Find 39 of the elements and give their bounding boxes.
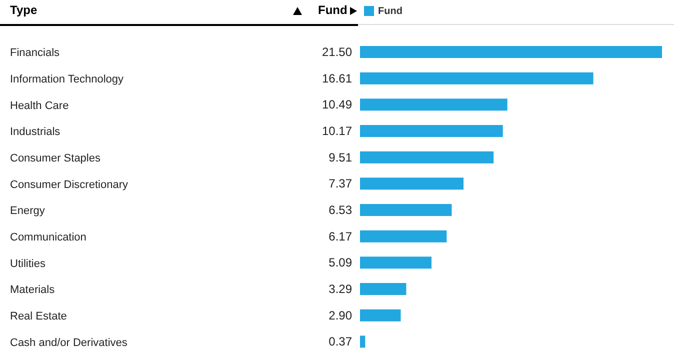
- bar: [360, 178, 464, 190]
- data-label: 16.61: [322, 71, 352, 86]
- y-tick-label: Utilities: [10, 258, 46, 270]
- bar: [360, 204, 452, 216]
- y-tick-label: Materials: [10, 284, 56, 296]
- data-label: 10.17: [322, 124, 352, 138]
- text: Fund: [318, 3, 348, 17]
- bar: [360, 256, 432, 269]
- bar: [360, 46, 662, 58]
- bar: [360, 336, 366, 348]
- data-label: 7.37: [328, 176, 352, 191]
- data-label: 3.29: [328, 282, 352, 296]
- legend-label: Fund: [378, 6, 402, 17]
- y-tick-label: Health Care: [10, 100, 69, 112]
- y-axis-title: Type: [10, 3, 38, 17]
- y-tick-label: Real Estate: [10, 310, 67, 322]
- y-tick-label: Industrials: [10, 126, 61, 138]
- bar: [360, 283, 406, 295]
- bar: [360, 72, 594, 84]
- data-label: 6.17: [328, 229, 352, 244]
- data-label: 0.37: [328, 334, 352, 349]
- bar: [360, 125, 503, 137]
- data-label: 9.51: [328, 150, 352, 164]
- bar: [360, 98, 508, 111]
- bar: [360, 309, 401, 322]
- data-label: 21.50: [322, 45, 352, 59]
- data-label: 5.09: [328, 256, 352, 270]
- bar: [360, 230, 447, 242]
- data-label: 6.53: [328, 203, 352, 217]
- y-tick-label: Consumer Discretionary: [10, 178, 128, 191]
- y-tick-label: Financials: [10, 47, 60, 60]
- bar: [360, 151, 494, 164]
- data-label: 10.49: [322, 98, 352, 112]
- y-tick-label: Cash and/or Derivatives: [10, 336, 128, 349]
- data-label: 2.90: [328, 308, 352, 322]
- y-tick-label: Information Technology: [10, 74, 124, 86]
- y-tick-label: Energy: [10, 205, 46, 218]
- y-tick-label: Communication: [10, 232, 86, 244]
- y-tick-label: Consumer Staples: [10, 152, 101, 164]
